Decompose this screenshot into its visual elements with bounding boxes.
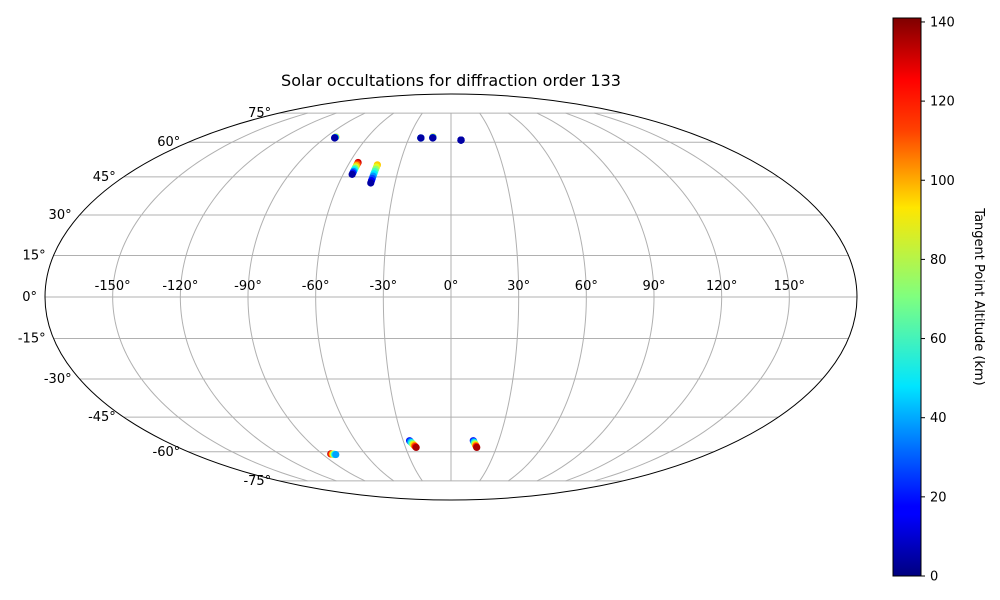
data-point [457, 136, 465, 144]
data-point [332, 450, 340, 459]
y-tick-label: -75° [243, 474, 271, 489]
grid-meridian [112, 112, 308, 482]
data-point [412, 443, 420, 452]
y-tick-label: -30° [44, 372, 72, 387]
colorbar-ticks: 0 20 40 60 80 100 120 140 [921, 15, 955, 585]
y-tick-label: 30° [49, 208, 72, 223]
x-tick-label: 150° [774, 279, 805, 294]
data-point [429, 134, 437, 142]
y-tick-label: -45° [88, 410, 116, 425]
x-tick-label: -60° [302, 279, 330, 294]
colorbar-tick-label: 60 [930, 332, 947, 347]
x-tick-label: -150° [95, 279, 131, 294]
y-tick-label: 75° [248, 106, 271, 121]
grid-meridian [565, 112, 723, 482]
data-point [348, 170, 356, 178]
data-point [473, 443, 481, 452]
colorbar-label: Tangent Point Altitude (km) [971, 207, 986, 385]
y-tick-label: -15° [18, 332, 46, 347]
chart-title: Solar occultations for diffraction order… [281, 71, 621, 90]
data-point [331, 134, 339, 142]
x-tick-label: 0° [444, 279, 459, 294]
x-tick-label: -30° [369, 279, 397, 294]
colorbar-tick-label: 80 [930, 253, 947, 268]
grid-meridian [247, 112, 366, 482]
data-points [327, 133, 481, 459]
y-tick-label: 45° [93, 170, 116, 185]
y-tick-label: 15° [23, 248, 46, 263]
colorbar-tick-label: 120 [930, 95, 955, 110]
grid-meridian [179, 112, 337, 482]
grid-meridian [382, 112, 423, 482]
grid-meridian [507, 112, 587, 482]
y-tick-label: 60° [157, 135, 180, 150]
graticule [45, 112, 857, 482]
colorbar-tick-label: 100 [930, 174, 955, 189]
data-point [417, 134, 425, 142]
map-boundary [44, 93, 858, 501]
colorbar-tick-label: 140 [930, 15, 955, 30]
x-tick-label: -90° [234, 279, 262, 294]
colorbar-tick-label: 20 [930, 490, 947, 505]
grid-meridian [315, 112, 395, 482]
colorbar-tick-label: 0 [930, 570, 938, 585]
colorbar-tick-label: 40 [930, 411, 947, 426]
axis-tick-labels: -150° -120° -90° -60° -30° 0° 30° 60° 90° 120° 150… [18, 106, 805, 489]
data-point [367, 179, 375, 187]
grid-meridian [536, 112, 655, 482]
x-tick-label: -120° [162, 279, 198, 294]
grid-meridian [594, 112, 790, 482]
colorbar: 0 20 40 60 80 100 120 140 Tangent Point Altitud… [892, 15, 986, 585]
x-tick-label: 30° [507, 279, 530, 294]
y-tick-label: 0° [22, 290, 37, 305]
y-tick-label: -60° [153, 445, 181, 460]
colorbar-gradient [892, 17, 922, 577]
x-tick-label: 90° [642, 279, 665, 294]
x-tick-label: 120° [706, 279, 737, 294]
x-tick-label: 60° [575, 279, 598, 294]
grid-meridian [479, 112, 520, 482]
